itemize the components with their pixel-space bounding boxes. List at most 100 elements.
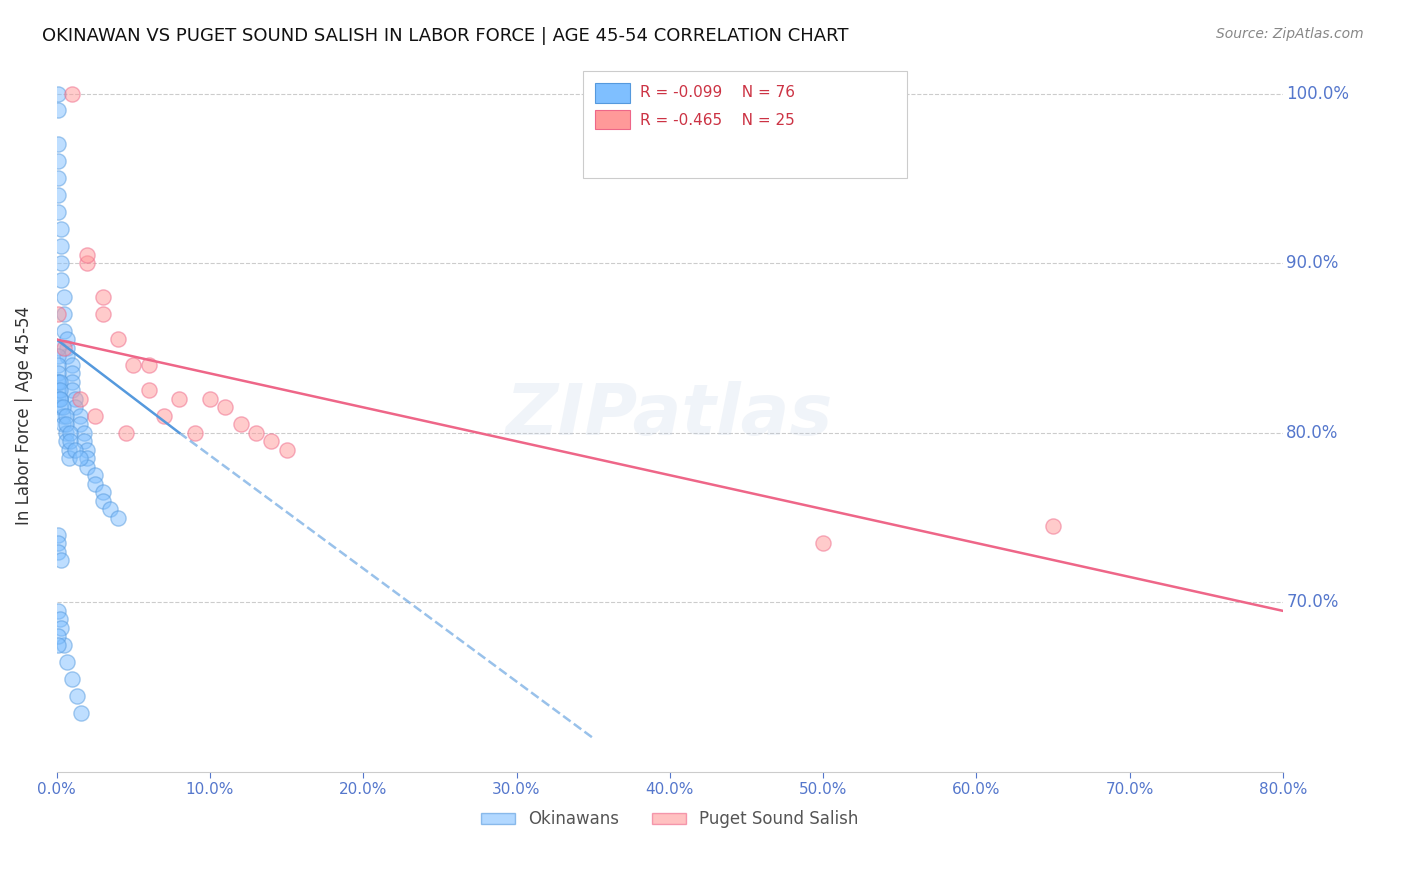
Okinawans (60, 358, 83, 372)
Okinawans (46, 205, 69, 219)
Okinawans (46, 154, 69, 169)
Text: ZIPatlas: ZIPatlas (506, 381, 834, 450)
Text: 80.0%: 80.0% (1286, 424, 1339, 442)
Text: OKINAWAN VS PUGET SOUND SALISH IN LABOR FORCE | AGE 45-54 CORRELATION CHART: OKINAWAN VS PUGET SOUND SALISH IN LABOR … (42, 27, 849, 45)
Okinawans (55, 434, 77, 449)
Okinawans (60, 367, 83, 381)
Okinawans (73, 434, 96, 449)
Puget Sound Salish (153, 409, 176, 423)
Okinawans (46, 527, 69, 541)
Okinawans (51, 553, 73, 567)
Okinawans (91, 485, 114, 500)
Puget Sound Salish (811, 536, 834, 550)
Okinawans (56, 341, 79, 355)
Puget Sound Salish (214, 401, 236, 415)
Puget Sound Salish (229, 417, 252, 432)
Okinawans (46, 638, 69, 652)
Okinawans (107, 510, 129, 524)
Okinawans (53, 638, 76, 652)
Okinawans (55, 417, 77, 432)
Puget Sound Salish (84, 409, 107, 423)
Puget Sound Salish (91, 307, 114, 321)
Okinawans (48, 392, 70, 406)
Text: 100.0%: 100.0% (1286, 85, 1350, 103)
Text: 70.0%: 70.0% (1286, 593, 1339, 611)
Puget Sound Salish (76, 248, 98, 262)
Okinawans (55, 425, 77, 440)
Y-axis label: In Labor Force | Age 45-54: In Labor Force | Age 45-54 (15, 306, 32, 525)
Okinawans (46, 367, 69, 381)
Okinawans (51, 621, 73, 635)
Text: R = -0.465    N = 25: R = -0.465 N = 25 (640, 113, 794, 128)
Text: Source: ZipAtlas.com: Source: ZipAtlas.com (1216, 27, 1364, 41)
Okinawans (98, 502, 121, 516)
Okinawans (69, 409, 91, 423)
Okinawans (69, 451, 91, 466)
Okinawans (46, 536, 69, 550)
Okinawans (46, 171, 69, 186)
Okinawans (46, 358, 69, 372)
Okinawans (46, 629, 69, 643)
Okinawans (46, 375, 69, 389)
Puget Sound Salish (60, 87, 83, 101)
Okinawans (46, 392, 69, 406)
Okinawans (76, 459, 98, 474)
Okinawans (56, 333, 79, 347)
Okinawans (69, 417, 91, 432)
Okinawans (51, 273, 73, 287)
Okinawans (52, 409, 75, 423)
Puget Sound Salish (183, 425, 205, 440)
Okinawans (53, 307, 76, 321)
Okinawans (84, 476, 107, 491)
Okinawans (76, 451, 98, 466)
Okinawans (70, 706, 93, 720)
Okinawans (48, 384, 70, 398)
Text: 90.0%: 90.0% (1286, 254, 1339, 272)
Okinawans (53, 290, 76, 304)
Okinawans (56, 350, 79, 364)
Puget Sound Salish (138, 384, 160, 398)
Okinawans (48, 612, 70, 626)
Okinawans (59, 434, 82, 449)
Okinawans (91, 493, 114, 508)
Okinawans (46, 87, 69, 101)
Okinawans (46, 375, 69, 389)
Puget Sound Salish (69, 392, 91, 406)
Puget Sound Salish (76, 256, 98, 270)
Puget Sound Salish (260, 434, 283, 449)
Okinawans (58, 442, 80, 457)
Puget Sound Salish (46, 307, 69, 321)
Puget Sound Salish (276, 442, 298, 457)
Okinawans (53, 324, 76, 338)
Okinawans (58, 451, 80, 466)
Puget Sound Salish (91, 290, 114, 304)
Okinawans (63, 442, 86, 457)
Okinawans (84, 468, 107, 483)
Okinawans (46, 103, 69, 118)
Puget Sound Salish (107, 333, 129, 347)
Okinawans (65, 689, 87, 703)
Puget Sound Salish (198, 392, 221, 406)
Legend: Okinawans, Puget Sound Salish: Okinawans, Puget Sound Salish (475, 804, 865, 835)
Okinawans (55, 409, 77, 423)
Puget Sound Salish (138, 358, 160, 372)
Text: R = -0.099    N = 76: R = -0.099 N = 76 (640, 86, 794, 100)
Okinawans (46, 384, 69, 398)
Okinawans (63, 392, 86, 406)
Okinawans (46, 350, 69, 364)
Puget Sound Salish (245, 425, 267, 440)
Okinawans (46, 341, 69, 355)
Puget Sound Salish (1042, 519, 1064, 533)
Okinawans (46, 188, 69, 202)
Okinawans (46, 604, 69, 618)
Okinawans (46, 544, 69, 558)
Puget Sound Salish (122, 358, 145, 372)
Okinawans (56, 655, 79, 669)
Okinawans (52, 417, 75, 432)
Puget Sound Salish (167, 392, 190, 406)
Okinawans (46, 137, 69, 152)
Okinawans (73, 425, 96, 440)
Okinawans (60, 672, 83, 686)
Okinawans (48, 375, 70, 389)
Okinawans (48, 401, 70, 415)
